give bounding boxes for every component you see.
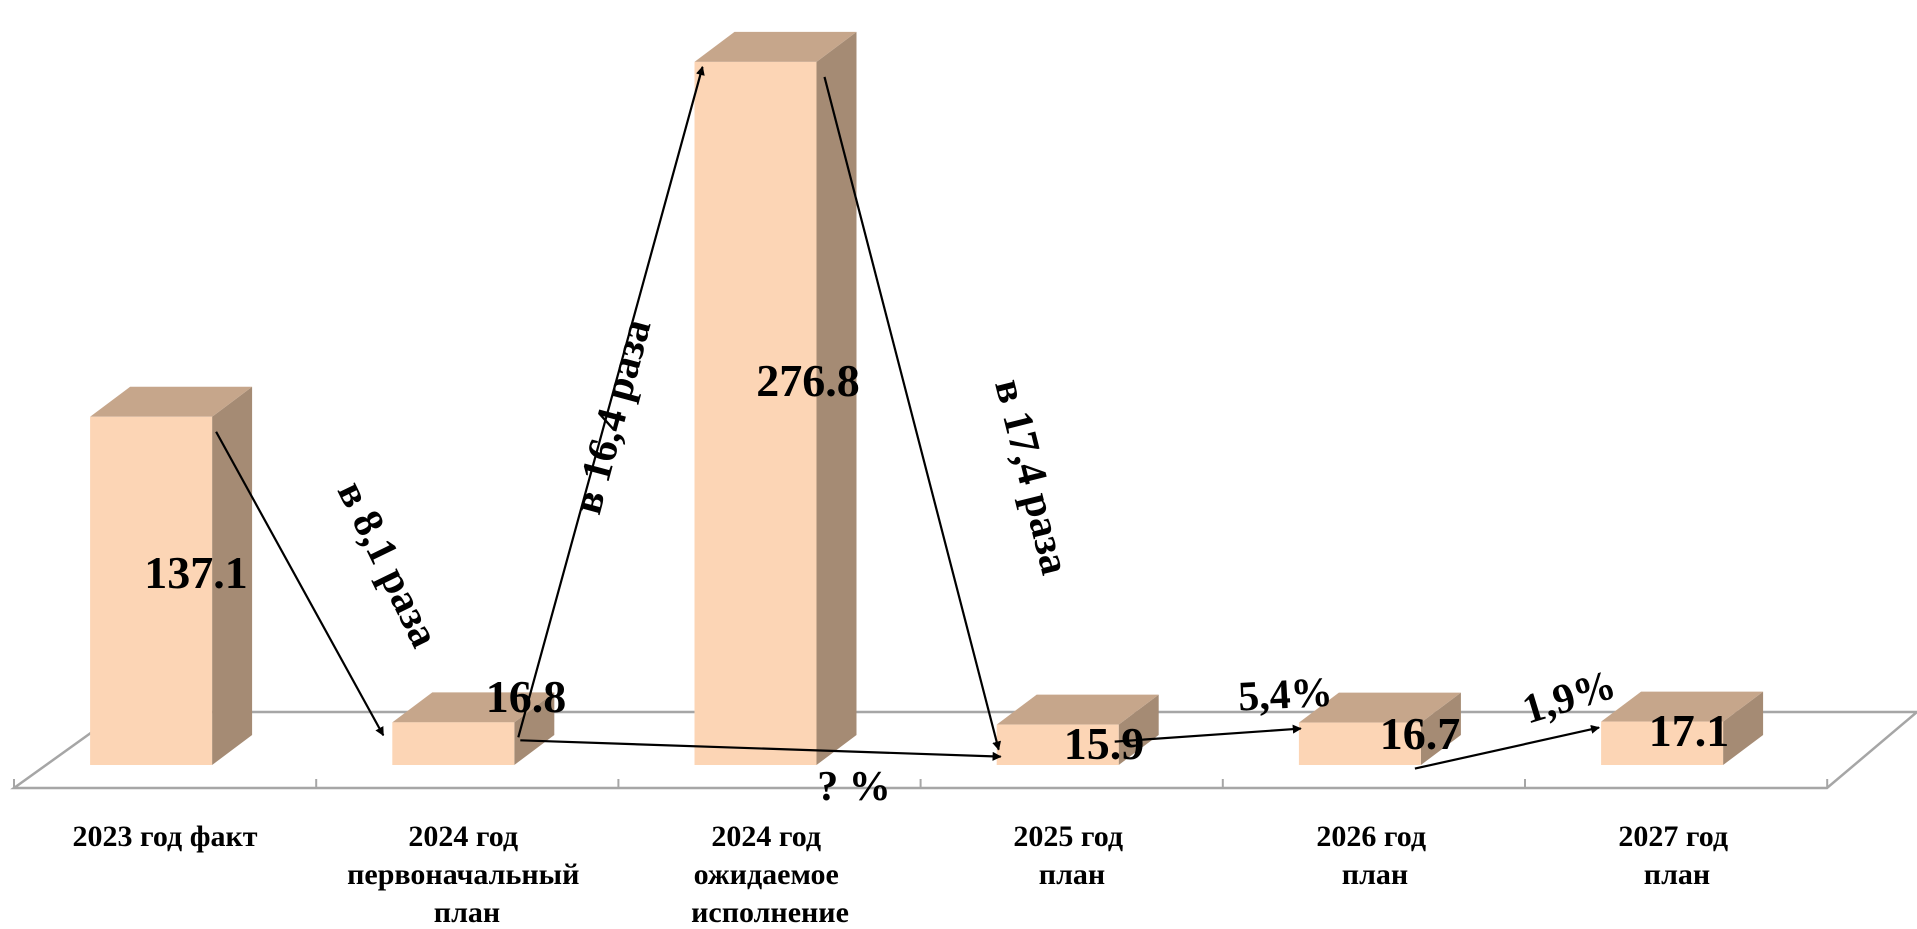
bar-5-front bbox=[1601, 721, 1724, 765]
category-label-4: 2026 год план bbox=[1316, 820, 1433, 891]
bar-3-top bbox=[996, 694, 1159, 725]
arrow-0-1 bbox=[215, 431, 385, 737]
category-label-5-line-0: 2027 год bbox=[1618, 820, 1728, 853]
arrow-3-4 bbox=[1114, 724, 1302, 743]
arrow-1-2 bbox=[517, 66, 705, 738]
bars bbox=[90, 31, 1764, 766]
bar-1-top bbox=[392, 692, 555, 723]
annotation-arrows bbox=[215, 66, 1600, 770]
category-label-5: 2027 год план bbox=[1618, 820, 1735, 891]
value-label-1: 16.8 bbox=[486, 671, 567, 722]
category-label-3: 2025 год план bbox=[1013, 820, 1130, 891]
bar-4-side bbox=[1420, 692, 1461, 765]
bar-3 bbox=[996, 694, 1159, 765]
category-label-2-line-1: ожидаемое bbox=[694, 858, 839, 891]
bar-4-front bbox=[1298, 722, 1421, 765]
annotation-16-4: в 16,4 раза bbox=[564, 314, 660, 519]
bar-1 bbox=[392, 692, 555, 765]
category-label-1-line-1: первоначальный bbox=[347, 858, 579, 891]
value-label-4: 16.7 bbox=[1380, 708, 1461, 759]
value-labels: 137.1 16.8 276.8 15.9 16.7 17.1 bbox=[144, 355, 1729, 769]
value-label-0: 137.1 bbox=[144, 547, 248, 598]
arrow-4-5 bbox=[1414, 724, 1600, 770]
category-label-3-line-1: план bbox=[1039, 858, 1105, 891]
category-label-4-line-0: 2026 год bbox=[1316, 820, 1426, 853]
bar-2 bbox=[694, 31, 857, 766]
category-label-2-line-0: 2024 год bbox=[711, 820, 821, 853]
category-label-5-line-1: план bbox=[1644, 858, 1710, 891]
bar-1-front bbox=[392, 722, 515, 765]
bar-1-side bbox=[514, 692, 555, 765]
bar-5-side bbox=[1723, 691, 1764, 765]
bar-5-top bbox=[1601, 691, 1764, 722]
value-label-3: 15.9 bbox=[1064, 718, 1145, 769]
bar-5 bbox=[1601, 691, 1764, 765]
bar-2-side bbox=[816, 31, 857, 766]
bar-3-side bbox=[1118, 694, 1159, 765]
bar-0-front bbox=[90, 416, 213, 765]
category-label-4-line-1: план bbox=[1342, 858, 1408, 891]
bar-4-top bbox=[1298, 692, 1461, 723]
category-labels: 2023 год факт 2024 год первоначальный пл… bbox=[73, 820, 1735, 929]
bar-3-front bbox=[996, 724, 1119, 765]
category-label-1-line-2: план bbox=[434, 896, 500, 929]
annotation-question-percent: ? % bbox=[817, 764, 891, 810]
value-label-2: 276.8 bbox=[756, 355, 860, 406]
bar-2-front bbox=[694, 61, 817, 766]
bar-0 bbox=[90, 386, 253, 765]
category-label-2-line-2: исполнение bbox=[691, 896, 849, 929]
arrow-1-3 bbox=[520, 739, 1002, 761]
bar-2-top bbox=[694, 31, 857, 62]
category-label-1: 2024 год первоначальный план bbox=[347, 820, 587, 929]
category-label-1-line-0: 2024 год bbox=[408, 820, 518, 853]
annotation-17-4: в 17,4 раза bbox=[985, 375, 1078, 580]
category-label-0: 2023 год факт bbox=[73, 820, 258, 853]
bar-4 bbox=[1298, 692, 1461, 765]
category-label-0-line-0: 2023 год факт bbox=[73, 820, 258, 853]
floor-ticks bbox=[13, 779, 1829, 788]
annotation-8-1: в 8,1 раза bbox=[328, 474, 448, 655]
value-label-5: 17.1 bbox=[1649, 705, 1730, 756]
annotation-5-4: 5,4% bbox=[1237, 670, 1334, 721]
bar-0-top bbox=[90, 386, 253, 417]
bar-0-side bbox=[212, 386, 253, 765]
category-label-3-line-0: 2025 год bbox=[1013, 820, 1123, 853]
arrow-2-3 bbox=[823, 76, 1002, 751]
category-label-2: 2024 год ожидаемое исполнение bbox=[691, 820, 849, 929]
